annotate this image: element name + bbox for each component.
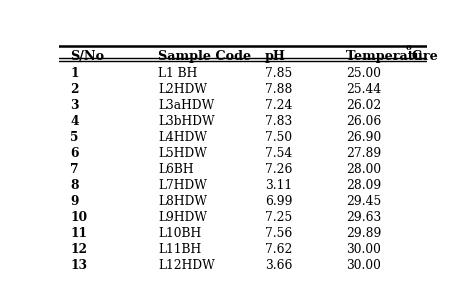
- Text: L5HDW: L5HDW: [158, 147, 207, 160]
- Text: 11: 11: [70, 227, 87, 240]
- Text: Temperature: Temperature: [346, 50, 442, 63]
- Text: L1 BH: L1 BH: [158, 67, 198, 80]
- Text: 8: 8: [70, 179, 79, 192]
- Text: C: C: [411, 50, 421, 63]
- Text: 7.62: 7.62: [265, 243, 292, 256]
- Text: 7.85: 7.85: [265, 67, 292, 80]
- Text: 30.00: 30.00: [346, 259, 381, 272]
- Text: L3aHDW: L3aHDW: [158, 99, 215, 112]
- Text: L8HDW: L8HDW: [158, 195, 208, 208]
- Text: 26.90: 26.90: [346, 131, 381, 144]
- Text: L6BH: L6BH: [158, 163, 194, 176]
- Text: 7.24: 7.24: [265, 99, 292, 112]
- Text: 29.45: 29.45: [346, 195, 381, 208]
- Text: 2: 2: [70, 83, 79, 96]
- Text: S/No: S/No: [70, 50, 104, 63]
- Text: 26.02: 26.02: [346, 99, 381, 112]
- Text: Sample Code: Sample Code: [158, 50, 252, 63]
- Text: 30.00: 30.00: [346, 243, 381, 256]
- Text: 1: 1: [70, 67, 79, 80]
- Text: L10BH: L10BH: [158, 227, 201, 240]
- Text: 6.99: 6.99: [265, 195, 292, 208]
- Text: pH: pH: [265, 50, 286, 63]
- Text: 7.25: 7.25: [265, 211, 292, 224]
- Text: 4: 4: [70, 115, 79, 128]
- Text: 27.89: 27.89: [346, 147, 381, 160]
- Text: L2HDW: L2HDW: [158, 83, 208, 96]
- Text: 9: 9: [70, 195, 79, 208]
- Text: 7.83: 7.83: [265, 115, 292, 128]
- Text: L7HDW: L7HDW: [158, 179, 207, 192]
- Text: 29.89: 29.89: [346, 227, 381, 240]
- Text: 10: 10: [70, 211, 87, 224]
- Text: 28.09: 28.09: [346, 179, 381, 192]
- Text: 29.63: 29.63: [346, 211, 381, 224]
- Text: 5: 5: [70, 131, 79, 144]
- Text: 25.44: 25.44: [346, 83, 381, 96]
- Text: 26.06: 26.06: [346, 115, 381, 128]
- Text: 7.26: 7.26: [265, 163, 292, 176]
- Text: 7.88: 7.88: [265, 83, 292, 96]
- Text: 7.56: 7.56: [265, 227, 292, 240]
- Text: 12: 12: [70, 243, 87, 256]
- Text: 7.50: 7.50: [265, 131, 292, 144]
- Text: L12HDW: L12HDW: [158, 259, 215, 272]
- Text: 3: 3: [70, 99, 79, 112]
- Text: L9HDW: L9HDW: [158, 211, 208, 224]
- Text: L11BH: L11BH: [158, 243, 201, 256]
- Text: 13: 13: [70, 259, 87, 272]
- Text: 28.00: 28.00: [346, 163, 381, 176]
- Text: 7.54: 7.54: [265, 147, 292, 160]
- Text: 7: 7: [70, 163, 79, 176]
- Text: L4HDW: L4HDW: [158, 131, 208, 144]
- Text: L3bHDW: L3bHDW: [158, 115, 215, 128]
- Text: 3.66: 3.66: [265, 259, 292, 272]
- Text: 3.11: 3.11: [265, 179, 292, 192]
- Text: 0: 0: [405, 44, 411, 52]
- Text: 6: 6: [70, 147, 79, 160]
- Text: 25.00: 25.00: [346, 67, 381, 80]
